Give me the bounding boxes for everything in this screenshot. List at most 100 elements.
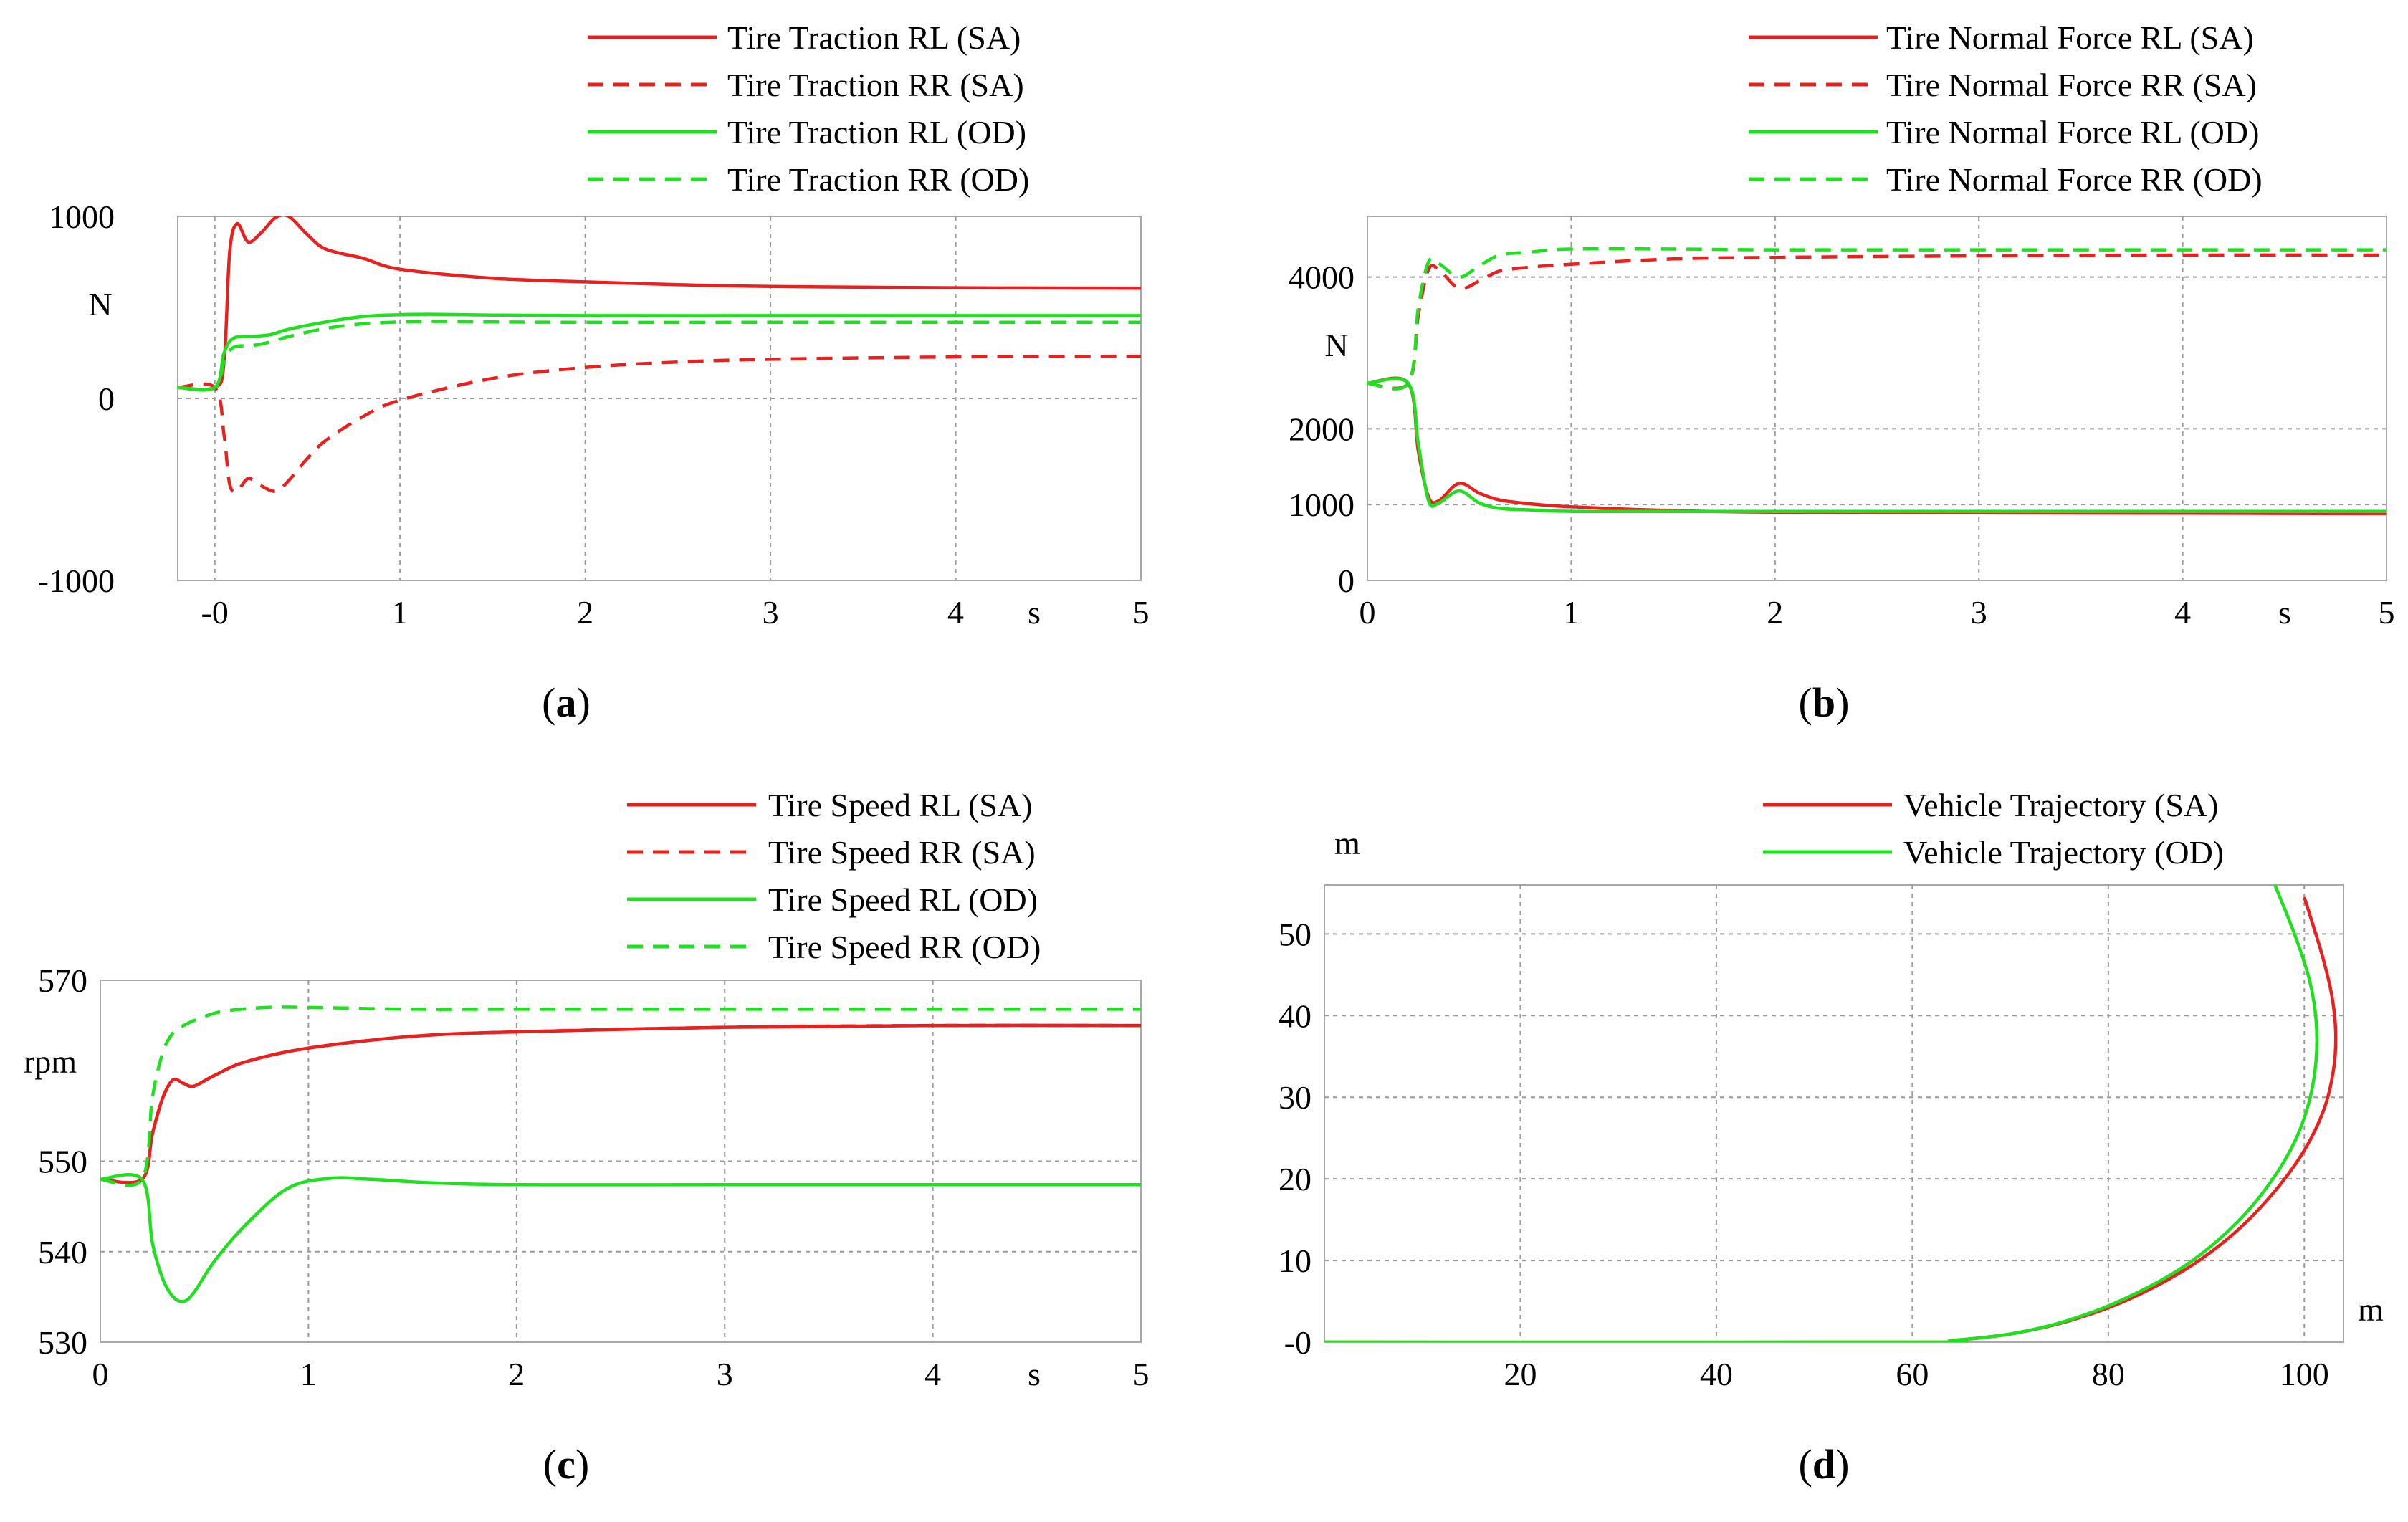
y-tick-label: 530 bbox=[38, 1324, 87, 1361]
y-tick-label: 2000 bbox=[1289, 411, 1354, 447]
caption-open-paren: ( bbox=[1799, 679, 1812, 726]
panel-caption: (c) bbox=[543, 1441, 589, 1488]
x-tick-label: 60 bbox=[1896, 1356, 1929, 1392]
series-line-2 bbox=[1367, 253, 2386, 391]
plot-frame bbox=[1367, 216, 2387, 581]
x-tick-label: 1 bbox=[300, 1356, 317, 1392]
legend-entry: Tire Speed RR (OD) bbox=[768, 929, 1041, 965]
x-tick-label: 3 bbox=[763, 594, 779, 631]
legend: Vehicle Trajectory (SA) Vehicle Trajector… bbox=[1763, 787, 2224, 871]
legend-entry: Tire Normal Force RL (OD) bbox=[1886, 114, 2259, 150]
series-line-2 bbox=[100, 1023, 1141, 1184]
x-tick-label: 1 bbox=[392, 594, 408, 631]
legend-entry: Tire Traction RR (OD) bbox=[727, 161, 1029, 198]
x-tick-label: 0 bbox=[1360, 594, 1376, 631]
x-tick-label: 5 bbox=[2379, 594, 2395, 631]
y-tick-label: 540 bbox=[38, 1234, 87, 1270]
caption-letter: a bbox=[556, 679, 577, 726]
y-tick-label: -1000 bbox=[38, 563, 115, 599]
chart-panel-a: -0 1 2 3 4 5 1000 0 -1000 Ns Tire Traction RL (SA)… bbox=[38, 19, 1150, 726]
caption-open-paren: ( bbox=[542, 679, 555, 726]
chart-panel-d: 20 40 60 80 100 50 40 30 20 10 -0 m m Vehicle Traject… bbox=[1279, 787, 2384, 1488]
caption-letter: c bbox=[557, 1441, 575, 1488]
caption-letter: d bbox=[1812, 1441, 1835, 1488]
x-tick-label: 5 bbox=[1133, 594, 1150, 631]
legend-entry: Vehicle Trajectory (OD) bbox=[1903, 834, 2224, 871]
series-line-4 bbox=[1367, 247, 2386, 391]
series-line-3 bbox=[100, 1172, 1141, 1303]
series-line-1 bbox=[1324, 896, 2338, 1342]
y-tick-label: 50 bbox=[1279, 916, 1312, 952]
series-line-3 bbox=[1367, 377, 2386, 514]
x-axis-label: m bbox=[2358, 1291, 2384, 1328]
y-tick-label: 1000 bbox=[1289, 487, 1354, 523]
grid bbox=[100, 980, 1141, 1342]
series-line-4 bbox=[178, 320, 1141, 391]
x-tick-label: 40 bbox=[1700, 1356, 1733, 1392]
series-line-1 bbox=[178, 216, 1141, 391]
caption-open-paren: ( bbox=[543, 1441, 557, 1488]
y-tick-label: 0 bbox=[98, 380, 115, 417]
y-tick-label: 10 bbox=[1279, 1243, 1312, 1279]
x-tick-label: 1 bbox=[1563, 594, 1580, 631]
y-tick-label: 30 bbox=[1279, 1079, 1312, 1116]
y-tick-label: 20 bbox=[1279, 1161, 1312, 1197]
series-line-1 bbox=[1367, 376, 2386, 516]
series-group bbox=[100, 1005, 1141, 1303]
caption-close-paren: ) bbox=[1835, 1441, 1849, 1488]
x-tick-label: 4 bbox=[2174, 594, 2191, 631]
x-tick-label: 4 bbox=[924, 1356, 941, 1392]
y-tick-label: 550 bbox=[38, 1144, 87, 1180]
y-tick-label: -0 bbox=[1284, 1324, 1312, 1361]
caption-letter: b bbox=[1812, 679, 1835, 726]
y-axis-label: N bbox=[88, 286, 112, 322]
x-tick-label: 100 bbox=[2280, 1356, 2329, 1392]
legend-entry: Tire Normal Force RL (SA) bbox=[1886, 19, 2254, 56]
series-group bbox=[178, 216, 1141, 494]
legend: Tire Speed RL (SA) Tire Speed RR (SA) Tire… bbox=[627, 787, 1041, 965]
grid bbox=[1367, 216, 2386, 580]
chart-panel-c: 0 1 2 3 4 5 570 550 540 530 rpm s Tire Speed RL (SA)… bbox=[24, 787, 1150, 1488]
series-group bbox=[1324, 885, 2338, 1342]
chart-panel-b: 0 1 2 3 4 5 4000 2000 1000 0 Ns Tire Normal Force R… bbox=[1289, 19, 2395, 726]
y-tick-label: 570 bbox=[38, 962, 87, 999]
y-tick-label: 40 bbox=[1279, 997, 1312, 1034]
panel-caption: (d) bbox=[1799, 1441, 1850, 1488]
series-group bbox=[1367, 247, 2386, 516]
y-tick-label: 4000 bbox=[1289, 259, 1354, 296]
grid bbox=[1324, 885, 2344, 1342]
series-line-4 bbox=[100, 1005, 1141, 1187]
x-tick-label: -0 bbox=[201, 594, 229, 631]
series-line-2 bbox=[1324, 885, 2319, 1342]
legend-entry: Tire Speed RL (SA) bbox=[768, 787, 1032, 823]
x-tick-label: 80 bbox=[2092, 1356, 2125, 1392]
plot-frame bbox=[1324, 884, 2344, 1343]
x-tick-label: 2 bbox=[508, 1356, 525, 1392]
x-tick-label: 20 bbox=[1504, 1356, 1537, 1392]
x-axis-label: s bbox=[2278, 594, 2291, 631]
y-axis-label: m bbox=[1334, 825, 1360, 861]
series-line-3 bbox=[178, 312, 1141, 392]
x-tick-label: 0 bbox=[92, 1356, 109, 1392]
caption-open-paren: ( bbox=[1799, 1441, 1812, 1488]
panel-caption: (b) bbox=[1799, 679, 1850, 726]
legend-entry: Tire Traction RL (OD) bbox=[727, 114, 1026, 150]
x-tick-label: 3 bbox=[1971, 594, 1987, 631]
legend-entry: Tire Normal Force RR (OD) bbox=[1886, 161, 2263, 198]
x-tick-label: 2 bbox=[577, 594, 593, 631]
caption-close-paren: ) bbox=[577, 679, 591, 726]
y-tick-label: 0 bbox=[1338, 563, 1354, 599]
legend-entry: Tire Traction RL (SA) bbox=[727, 19, 1021, 56]
legend-entry: Vehicle Trajectory (SA) bbox=[1903, 787, 2218, 823]
x-tick-label: 4 bbox=[947, 594, 964, 631]
legend-entry: Tire Normal Force RR (SA) bbox=[1886, 67, 2257, 103]
series-line-2 bbox=[178, 354, 1141, 494]
x-tick-label: 2 bbox=[1767, 594, 1783, 631]
legend-entry: Tire Traction RR (SA) bbox=[727, 67, 1024, 103]
caption-close-paren: ) bbox=[575, 1441, 589, 1488]
series-line-1 bbox=[100, 1023, 1141, 1184]
legend-entry: Tire Speed RL (OD) bbox=[768, 881, 1038, 918]
legend: Tire Normal Force RL (SA) Tire Normal For… bbox=[1749, 19, 2263, 198]
